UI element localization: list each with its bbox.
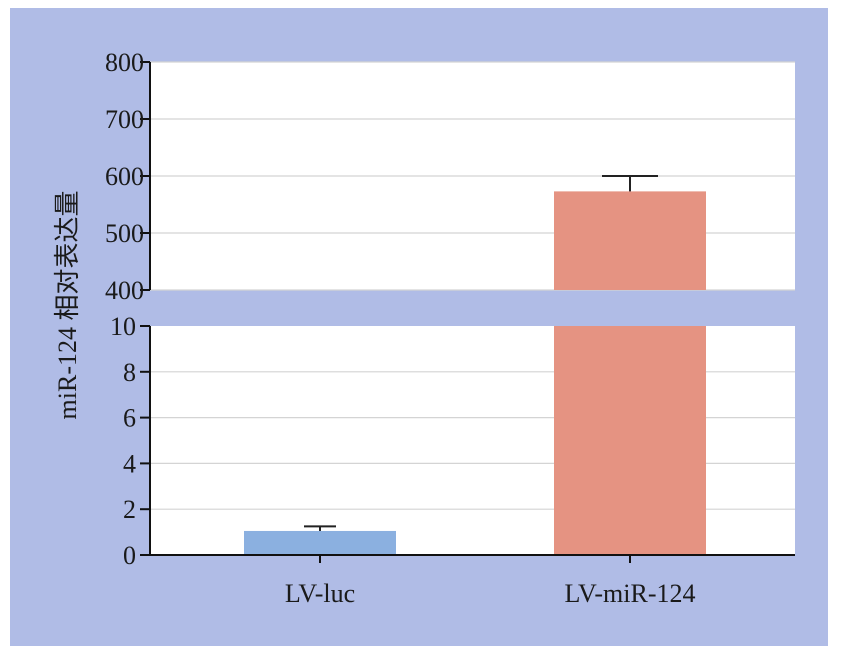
y-tick-label: 0 [123,541,136,570]
y-tick-label: 400 [105,276,144,305]
y-tick-label: 2 [123,495,136,524]
x-tick-label: LV-luc [285,579,355,608]
bar-lv-mir-124-lower [554,326,706,555]
y-tick-label: 500 [105,219,144,248]
y-tick-label: 4 [123,449,136,478]
y-tick-label: 6 [123,404,136,433]
y-axis-title: miR-124 相对表达量 [53,191,82,420]
bar-lv-mir-124-upper [554,191,706,290]
x-tick-label: LV-miR-124 [565,579,696,608]
y-tick-label: 800 [105,48,144,77]
y-tick-label: 700 [105,105,144,134]
bar-lv-luc [244,530,396,555]
y-tick-label: 10 [110,312,136,341]
y-tick-label: 600 [105,162,144,191]
y-tick-label: 8 [123,358,136,387]
